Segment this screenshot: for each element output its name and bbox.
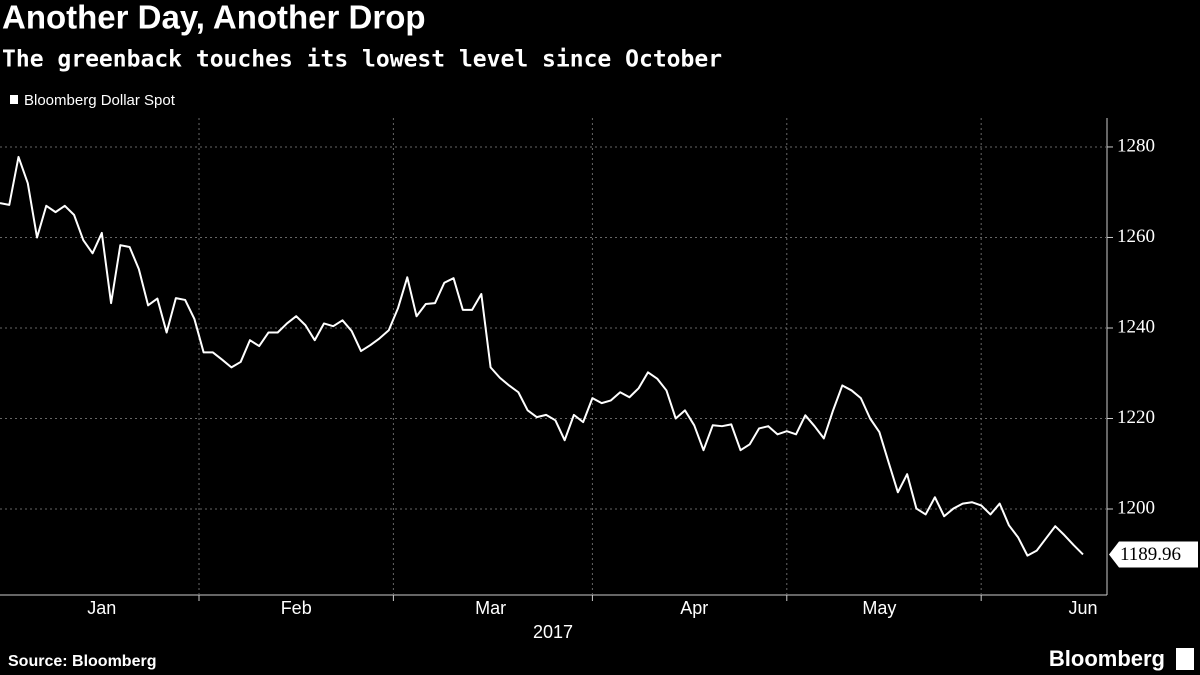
- y-tick-label: 1240: [1117, 316, 1155, 337]
- y-tick-label: 1280: [1117, 135, 1155, 156]
- y-tick-label: 1260: [1117, 226, 1155, 247]
- line-series: [0, 155, 1084, 557]
- y-tick-label: 1220: [1117, 407, 1155, 428]
- x-tick-label: Mar: [475, 598, 506, 618]
- chart-subtitle: The greenback touches its lowest level s…: [2, 47, 722, 73]
- legend-swatch: [10, 95, 18, 104]
- x-axis-label: 2017: [533, 622, 573, 642]
- brand-icon: [1176, 648, 1194, 670]
- source: Source: Bloomberg: [8, 653, 156, 670]
- x-tick-label: May: [862, 598, 896, 618]
- x-tick-label: Feb: [281, 598, 312, 618]
- x-tick-label: Jan: [87, 598, 116, 618]
- x-tick-label: Jun: [1068, 598, 1097, 618]
- end-value-label: 1189.96: [1120, 544, 1181, 565]
- x-tick-label: Apr: [680, 598, 708, 618]
- legend-label: Bloomberg Dollar Spot: [24, 92, 176, 109]
- y-tick-label: 1200: [1117, 497, 1155, 518]
- end-value-box: [1109, 541, 1198, 568]
- brand-logo: Bloomberg: [1049, 646, 1165, 671]
- chart-title: Another Day, Another Drop: [2, 0, 426, 36]
